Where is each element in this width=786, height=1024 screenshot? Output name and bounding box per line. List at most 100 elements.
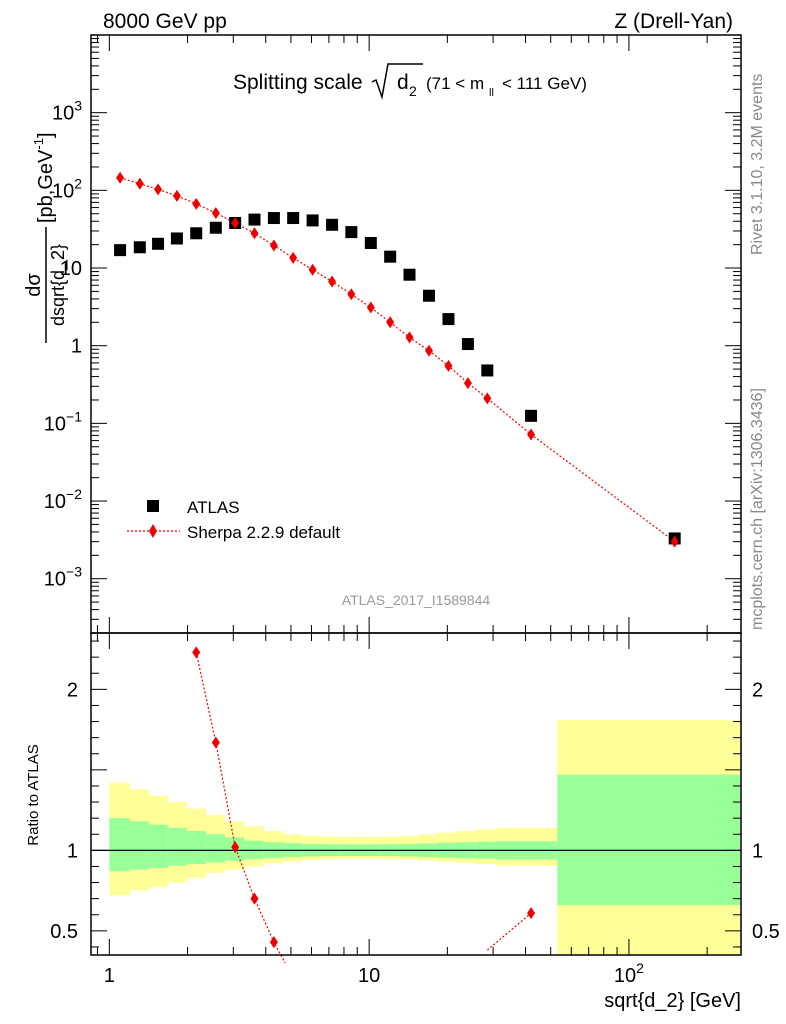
main-y-tick-label: 10−2 <box>44 486 82 513</box>
atlas-point <box>525 409 538 422</box>
ratio-sherpa-point <box>250 892 259 905</box>
sherpa-point <box>405 331 414 344</box>
ratio-y-tick-label-right: 2 <box>752 679 763 701</box>
ratio-axis-ticks <box>91 633 741 955</box>
y-title-unit: [pb,GeV-1] <box>31 132 57 223</box>
atlas-point <box>364 236 377 249</box>
analysis-watermark: ATLAS_2017_I1589844 <box>342 592 491 608</box>
main-y-axis-title: dσ dsqrt{d_2} [pb,GeV-1] <box>23 132 69 343</box>
ratio-y-tick-label: 1 <box>67 840 78 862</box>
sherpa-point <box>231 216 240 229</box>
title-cut-open: (71 < m <box>426 74 484 93</box>
ratio-y-tick-label-right: 1 <box>752 840 763 862</box>
atlas-point <box>170 232 183 245</box>
main-frame <box>90 34 742 634</box>
atlas-point <box>306 214 319 227</box>
y-title-den: dsqrt{d_2} <box>48 244 69 326</box>
x-axis-title: sqrt{d_2} [GeV] <box>604 990 741 1012</box>
sherpa-line <box>119 177 676 543</box>
ratio-y-tick-labels: 0.5 0.5 1 1 2 2 <box>50 679 780 943</box>
ratio-y-tick-label: 2 <box>67 679 78 701</box>
process-label: Z (Drell-Yan) <box>614 10 733 33</box>
sherpa-point <box>308 263 317 276</box>
sherpa-point <box>211 207 220 220</box>
ratio-sherpa-point <box>211 736 220 749</box>
main-title: Splitting scale d 2 (71 < m ll < 111 GeV… <box>233 63 587 100</box>
sherpa-point <box>366 301 375 314</box>
legend-sherpa-marker <box>149 524 157 538</box>
sherpa-point <box>527 428 536 441</box>
stat-uncertainty-band <box>167 827 187 866</box>
sherpa-point <box>116 171 125 184</box>
main-series <box>114 171 681 548</box>
atlas-point <box>190 227 203 240</box>
ratio-sherpa-point <box>269 936 278 949</box>
energy-label: 8000 GeV pp <box>103 10 227 33</box>
x-tick-labels: 1 10 102 <box>104 960 644 987</box>
sherpa-point <box>192 197 201 210</box>
ratio-frame <box>90 632 742 956</box>
legend-atlas-label: ATLAS <box>187 498 240 517</box>
sherpa-point <box>289 251 298 264</box>
ratio-sherpa-point <box>527 907 536 920</box>
atlas-point <box>384 250 397 263</box>
stat-uncertainty-band <box>557 774 740 906</box>
atlas-point <box>152 237 165 250</box>
atlas-point <box>133 241 146 254</box>
sqrt-sign <box>371 63 423 100</box>
main-y-tick-label: 103 <box>52 98 82 125</box>
main-y-tick-labels: 10−3 10−2 10−1 1 10 102 103 <box>44 98 82 591</box>
atlas-point <box>442 313 455 326</box>
atlas-point <box>345 226 358 239</box>
legend: ATLAS Sherpa 2.2.9 default <box>127 498 340 542</box>
title-prefix: Splitting scale <box>233 71 363 94</box>
atlas-point <box>326 218 339 231</box>
x-tick-label: 1 <box>104 965 115 987</box>
ratio-bands <box>109 719 740 954</box>
sherpa-point <box>172 189 181 202</box>
ratio-y-axis-title: Ratio to ATLAS <box>25 744 42 845</box>
atlas-point <box>423 289 436 302</box>
stat-uncertainty-band <box>206 834 226 863</box>
ratio-sherpa-point <box>192 646 201 659</box>
sherpa-point <box>670 535 679 548</box>
atlas-point <box>481 364 494 377</box>
atlas-point <box>267 212 280 225</box>
main-y-tick-label: 10−1 <box>44 408 82 435</box>
sherpa-point <box>463 377 472 390</box>
main-y-tick-label: 1 <box>71 336 82 358</box>
ratio-sherpa-point <box>231 841 240 854</box>
sherpa-point <box>250 227 259 240</box>
atlas-point <box>287 212 300 225</box>
stat-uncertainty-band <box>186 831 207 865</box>
main-y-tick-label: 10 <box>60 258 82 280</box>
sherpa-point <box>444 359 453 372</box>
sherpa-point <box>425 344 434 357</box>
legend-sherpa-label: Sherpa 2.2.9 default <box>187 523 340 542</box>
sherpa-point <box>386 316 395 329</box>
x-tick-label: 102 <box>614 960 644 987</box>
main-panel: Splitting scale d 2 (71 < m ll < 111 GeV… <box>23 34 742 634</box>
main-axis-ticks <box>91 35 741 634</box>
atlas-point <box>461 338 474 351</box>
sherpa-point <box>135 177 144 190</box>
sherpa-point <box>483 392 492 405</box>
stat-uncertainty-band <box>109 818 130 872</box>
stat-uncertainty-band <box>129 821 149 870</box>
stat-uncertainty-band <box>148 824 168 869</box>
y-title-num: dσ <box>23 273 45 297</box>
ratio-y-tick-label-right: 0.5 <box>752 921 780 943</box>
atlas-point <box>114 244 127 257</box>
ratio-sherpa-line <box>486 912 532 951</box>
atlas-point <box>248 213 261 226</box>
sherpa-point <box>154 183 163 196</box>
sherpa-point <box>328 275 337 288</box>
main-y-tick-label: 10−3 <box>44 564 82 591</box>
ratio-series <box>192 646 536 964</box>
title-cut-sub: ll <box>489 87 494 99</box>
sherpa-point <box>269 239 278 252</box>
main-y-tick-label: 102 <box>52 175 82 202</box>
ratio-y-tick-label: 0.5 <box>50 921 78 943</box>
x-tick-label: 10 <box>358 965 380 987</box>
